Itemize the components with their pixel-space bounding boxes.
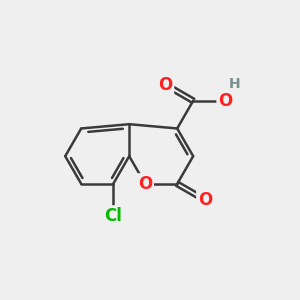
Text: O: O bbox=[198, 191, 212, 209]
Text: O: O bbox=[138, 175, 152, 193]
Text: O: O bbox=[218, 92, 232, 110]
Text: H: H bbox=[229, 77, 241, 91]
Text: Cl: Cl bbox=[104, 207, 122, 225]
Text: O: O bbox=[158, 76, 172, 94]
